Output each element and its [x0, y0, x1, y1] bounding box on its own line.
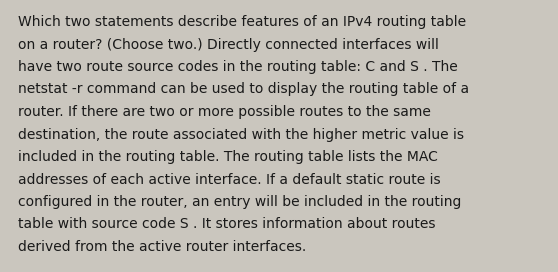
Text: netstat -r command can be used to display the routing table of a: netstat -r command can be used to displa… — [18, 82, 469, 97]
Text: have two route source codes in the routing table: C and S . The: have two route source codes in the routi… — [18, 60, 458, 74]
Text: destination, the route associated with the higher metric value is: destination, the route associated with t… — [18, 128, 464, 141]
Text: table with source code S . It stores information about routes: table with source code S . It stores inf… — [18, 218, 435, 231]
Text: addresses of each active interface. If a default static route is: addresses of each active interface. If a… — [18, 172, 441, 187]
Text: derived from the active router interfaces.: derived from the active router interface… — [18, 240, 306, 254]
Text: router. If there are two or more possible routes to the same: router. If there are two or more possibl… — [18, 105, 431, 119]
Text: Which two statements describe features of an IPv4 routing table: Which two statements describe features o… — [18, 15, 466, 29]
Text: configured in the router, an entry will be included in the routing: configured in the router, an entry will … — [18, 195, 461, 209]
Text: included in the routing table. The routing table lists the MAC: included in the routing table. The routi… — [18, 150, 438, 164]
Text: on a router? (Choose two.) Directly connected interfaces will: on a router? (Choose two.) Directly conn… — [18, 38, 439, 51]
